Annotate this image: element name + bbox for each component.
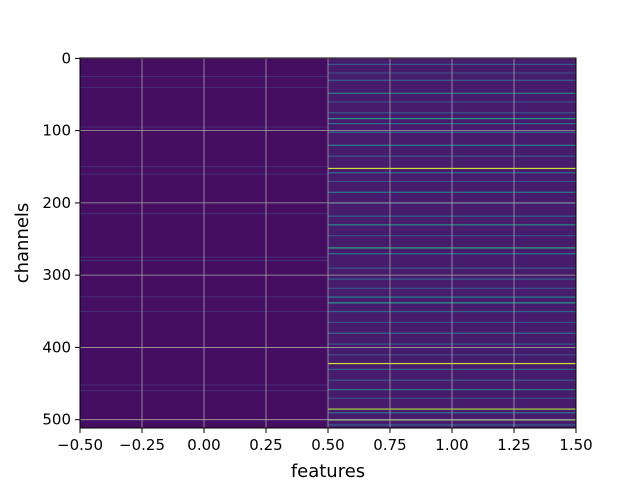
x-tick-label: 1.00 bbox=[435, 436, 468, 454]
y-tick-label: 300 bbox=[42, 266, 71, 284]
y-tick-label: 400 bbox=[42, 338, 71, 356]
x-axis-ticks: −0.50 −0.25 0.00 0.25 0.50 0.75 1.00 1.25 1.50 bbox=[57, 428, 593, 454]
x-tick-label: 1.50 bbox=[559, 436, 592, 454]
y-axis-ticks: 0 100 200 300 400 500 bbox=[42, 49, 80, 429]
x-tick-label: 0.50 bbox=[311, 436, 344, 454]
x-tick-label: 0.25 bbox=[249, 436, 282, 454]
x-tick-label: 0.75 bbox=[373, 436, 406, 454]
y-axis-label: channels bbox=[12, 203, 33, 284]
y-tick-label: 100 bbox=[42, 122, 71, 140]
x-tick-label: 1.25 bbox=[497, 436, 530, 454]
x-tick-label: −0.25 bbox=[119, 436, 165, 454]
x-tick-label: −0.50 bbox=[57, 436, 103, 454]
x-tick-label: 0.00 bbox=[187, 436, 220, 454]
y-tick-label: 500 bbox=[42, 411, 71, 429]
y-tick-label: 200 bbox=[42, 194, 71, 212]
y-tick-label: 0 bbox=[61, 49, 71, 67]
x-axis-label: features bbox=[291, 461, 365, 480]
